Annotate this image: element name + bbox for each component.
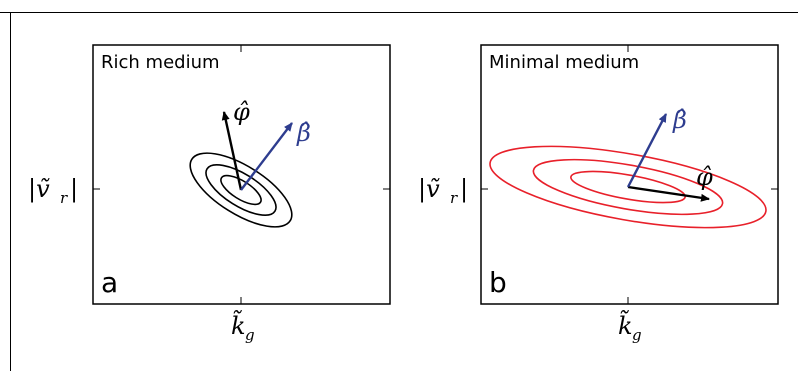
panel-a-y-label-main: |ṽ (28, 175, 50, 204)
panel-a-x-label-main: k̃ (231, 309, 246, 340)
panel-a-axes-box (92, 44, 391, 305)
panel-b-phi-arrow (627, 185, 710, 202)
panel-a-contour-outer (189, 152, 293, 228)
panel-a-x-label: k̃ g (231, 309, 255, 344)
panel-b-title: Minimal medium (489, 52, 639, 73)
panel-b: Minimal medium b φ̂ β̂ |ṽ r | k̃ g (418, 44, 779, 344)
panel-b-axes-box (480, 44, 779, 305)
panel-a-contours (189, 152, 293, 228)
panel-b-beta-label: β̂ (672, 106, 687, 134)
panel-b-y-label-end: | (460, 175, 468, 204)
panel-b-x-label: k̃ g (618, 309, 642, 344)
panel-b-y-label-sub: r (450, 189, 458, 207)
panel-b-y-label-main: |ṽ (418, 175, 440, 204)
panel-b-contour-outer (489, 145, 767, 229)
figure-left-border (10, 12, 11, 371)
panel-b-x-label-main: k̃ (618, 309, 633, 340)
panel-a-contour-middle (205, 164, 277, 216)
panel-a: Rich medium a φ̂ β̂ |ṽ r | k̃ g (28, 44, 391, 344)
panel-b-contour-inner (570, 170, 686, 204)
panel-b-letter: b (489, 266, 507, 299)
panel-a-letter: a (101, 266, 118, 299)
panel-a-phi-arrow (221, 111, 243, 191)
panel-b-x-label-sub: g (632, 326, 642, 344)
panel-a-title: Rich medium (101, 52, 220, 73)
panel-a-y-label-end: | (70, 175, 78, 204)
panel-a-y-label-sub: r (60, 189, 68, 207)
panel-a-beta-arrow (240, 122, 293, 191)
panel-b-phi-label: φ̂ (696, 163, 713, 191)
panel-a-x-label-sub: g (245, 326, 255, 344)
panel-a-phi-label: φ̂ (233, 98, 250, 126)
panel-b-contour-middle (532, 158, 724, 216)
panel-a-y-label: |ṽ r | (28, 175, 78, 207)
panel-b-contours (489, 145, 767, 229)
figure-top-border (0, 12, 798, 13)
panel-b-beta-arrow (626, 113, 668, 188)
panel-b-y-label: |ṽ r | (418, 175, 468, 207)
panel-a-beta-label: β̂ (296, 119, 311, 147)
